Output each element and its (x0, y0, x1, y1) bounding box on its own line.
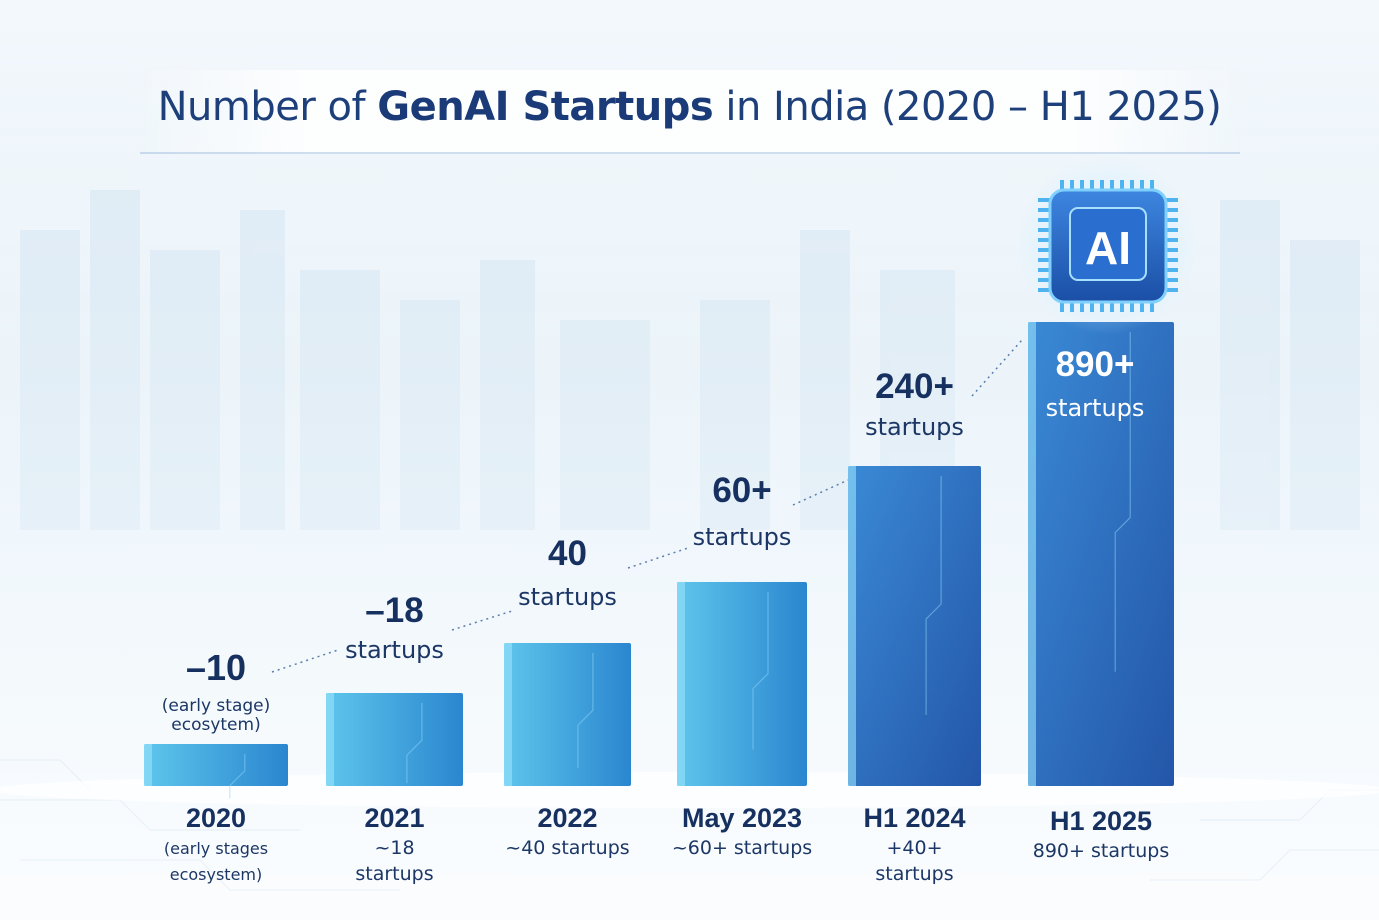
chip-pin (1166, 218, 1178, 222)
bar-circuit-h1-2024 (925, 476, 942, 715)
bar-highlight-2020 (144, 744, 152, 786)
title-pre: Number of (157, 84, 378, 130)
chip-pin (1038, 288, 1050, 292)
category-label-2020: 2020 (186, 803, 246, 833)
chip-pin (1166, 238, 1178, 242)
category-sub-2020-0: (early stages (164, 839, 268, 858)
category-sub-2020-1: ecosystem) (170, 865, 263, 884)
chip-pin (1166, 258, 1178, 262)
top-sub-h1-2025-0: startups (1046, 394, 1145, 422)
chip-pin (1080, 180, 1084, 192)
chip-pin (1038, 228, 1050, 232)
bar-highlight-2021 (326, 693, 334, 786)
ai-chip-icon: AI (1017, 155, 1197, 335)
chip-pin (1038, 238, 1050, 242)
bar-highlight-may-2023 (677, 582, 685, 786)
category-sub-2022-0: ~40 startups (505, 837, 629, 859)
chip-pin (1140, 180, 1144, 192)
chip-pin (1038, 268, 1050, 272)
top-value-2021: –18 (365, 591, 423, 630)
chip-pin (1130, 180, 1134, 192)
category-sub-h1-2024-1: startups (875, 863, 953, 885)
chip-pin (1070, 300, 1074, 312)
chart-title: Number of GenAI Startups in India (2020 … (0, 84, 1379, 130)
chip-pin (1038, 218, 1050, 222)
chip-pin (1166, 268, 1178, 272)
bar-circuit-2020 (229, 754, 246, 799)
connector-dots-0 (271, 649, 339, 673)
title-post: in India (2020 – H1 2025) (713, 84, 1222, 130)
category-label-2022: 2022 (537, 803, 597, 833)
chip-pin (1130, 300, 1134, 312)
chip-pin (1090, 300, 1094, 312)
top-value-2020: –10 (186, 647, 246, 688)
chip-pin (1038, 208, 1050, 212)
title-band (140, 70, 1240, 154)
chip-pin (1166, 248, 1178, 252)
top-value-may-2023: 60+ (712, 471, 771, 510)
chip-pin (1120, 180, 1124, 192)
connector-dots-1 (451, 610, 513, 631)
bar-2020 (144, 744, 288, 786)
bar-highlight-2022 (504, 643, 512, 786)
chip-pin (1110, 180, 1114, 192)
top-value-2022: 40 (548, 534, 587, 573)
connector-dots-4 (971, 339, 1023, 397)
chip-pin (1060, 300, 1064, 312)
chip-pin (1166, 198, 1178, 202)
chip-pin (1150, 300, 1154, 312)
bar-circuit-h1-2025 (1114, 332, 1131, 672)
bar-highlight-h1-2025 (1028, 322, 1036, 786)
bar-2021 (326, 693, 463, 786)
chip-pin (1100, 300, 1104, 312)
chip-pin (1166, 208, 1178, 212)
category-sub-2021-1: startups (355, 863, 433, 885)
chip-pin (1166, 288, 1178, 292)
chip-pin (1100, 180, 1104, 192)
chip-pin (1080, 300, 1084, 312)
chip-pin (1038, 258, 1050, 262)
chip-pin (1110, 300, 1114, 312)
ai-chip-label: AI (1085, 222, 1131, 274)
top-value-h1-2024: 240+ (875, 367, 954, 406)
chip-pin (1120, 300, 1124, 312)
chip-pin (1060, 180, 1064, 192)
bar-highlight-h1-2024 (848, 466, 856, 786)
bar-circuit-2022 (577, 653, 594, 769)
top-value-h1-2025: 890+ (1056, 345, 1135, 384)
connector-dots-2 (627, 547, 689, 569)
top-sub-h1-2024-0: startups (865, 413, 964, 441)
top-sub-may-2023-0: startups (693, 523, 792, 551)
chip-pin (1038, 248, 1050, 252)
chip-pin (1090, 180, 1094, 192)
bar-may-2023 (677, 582, 807, 786)
category-sub-h1-2024-0: +40+ (886, 837, 942, 859)
chip-pin (1140, 300, 1144, 312)
chip-pin (1038, 198, 1050, 202)
bar-h1-2025 (1028, 322, 1174, 786)
chip-pin (1038, 278, 1050, 282)
bar-h1-2024 (848, 466, 981, 786)
chip-pin (1166, 228, 1178, 232)
category-label-h1-2024: H1 2024 (863, 803, 965, 833)
chip-pin (1166, 278, 1178, 282)
category-sub-2021-0: ~18 (374, 837, 414, 859)
chip-pin (1150, 180, 1154, 192)
connector-dots-3 (792, 479, 849, 506)
category-sub-may-2023-0: ~60+ startups (672, 837, 812, 859)
top-sub-2020-0: (early stage) (162, 696, 271, 716)
top-sub-2021-0: startups (345, 636, 444, 664)
category-sub-h1-2025-0: 890+ startups (1033, 840, 1169, 862)
chip-pin (1070, 180, 1074, 192)
bar-circuit-2021 (406, 703, 423, 784)
category-label-2021: 2021 (364, 803, 424, 833)
bar-circuit-may-2023 (752, 592, 769, 750)
title-bold: GenAI Startups (377, 84, 714, 130)
bar-2022 (504, 643, 631, 786)
top-sub-2022-0: startups (518, 583, 617, 611)
top-sub-2020-1: ecosytem) (171, 715, 260, 735)
category-label-may-2023: May 2023 (682, 803, 802, 833)
category-label-h1-2025: H1 2025 (1050, 806, 1152, 836)
